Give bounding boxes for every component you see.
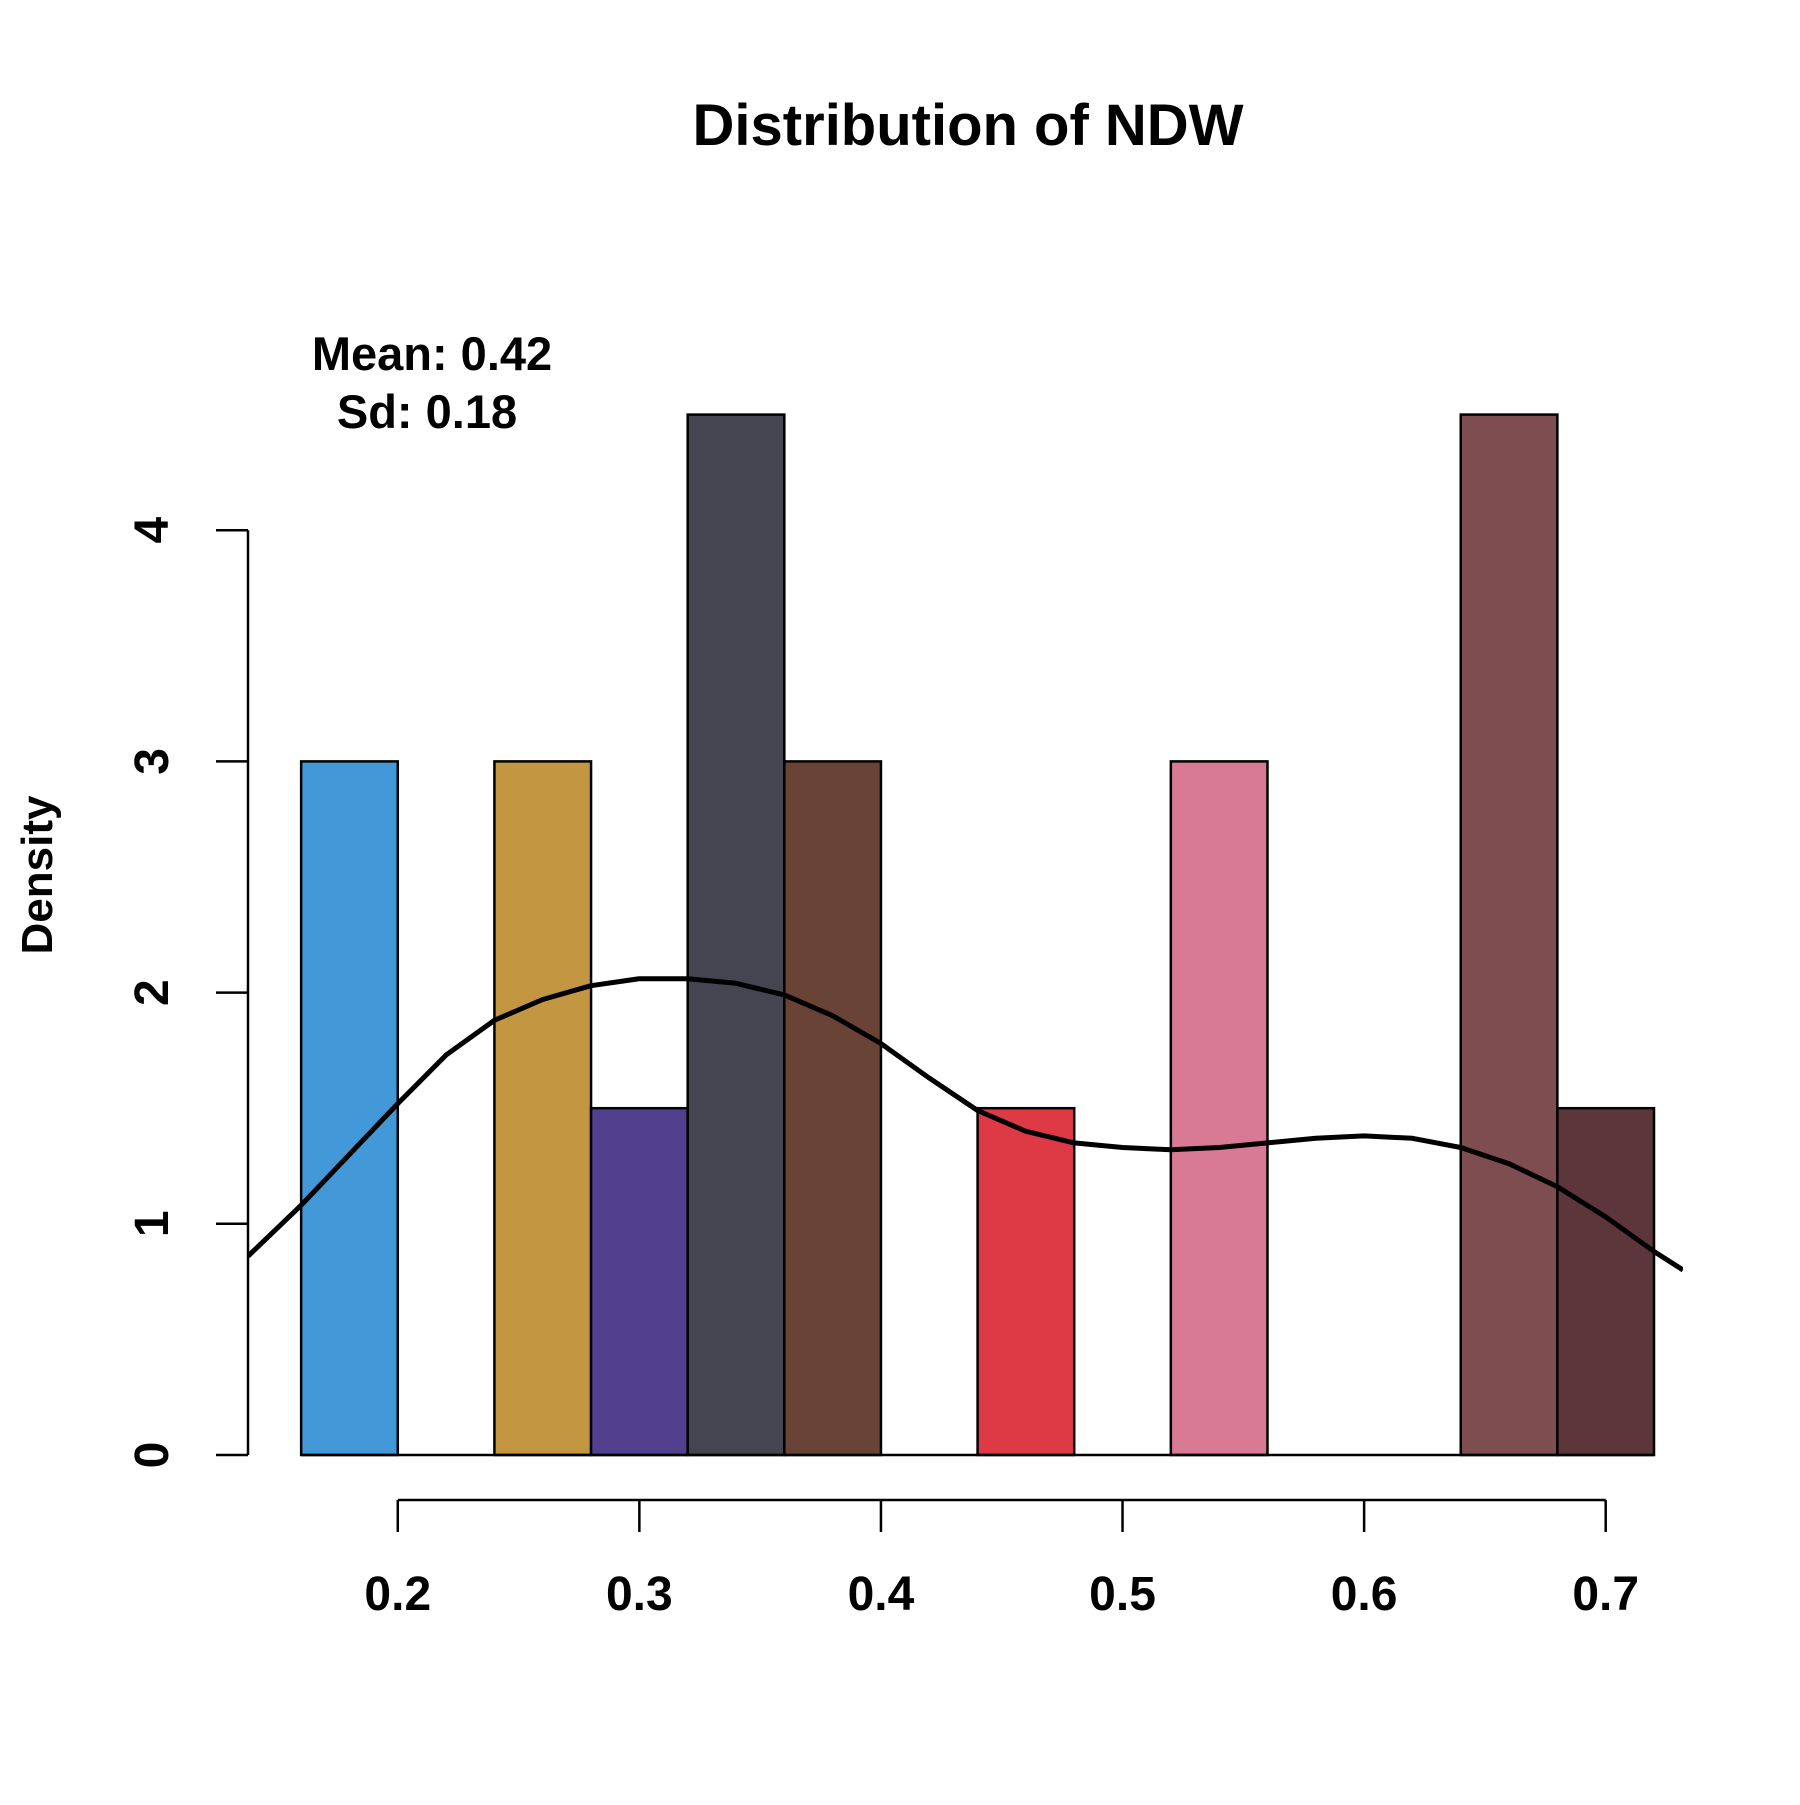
histogram-bar-1 (493, 760, 593, 1457)
histogram-bar-4 (783, 760, 883, 1457)
x-axis: 0.2 0.3 0.4 0.5 0.6 0.7 (364, 1498, 1639, 1621)
x-tick-label-1: 0.3 (606, 1568, 673, 1621)
y-tick-label-3: 3 (126, 748, 179, 775)
x-tick-label-4: 0.6 (1331, 1568, 1398, 1621)
histogram-bar-6 (1169, 760, 1269, 1457)
y-tick-label-0: 0 (126, 1442, 179, 1469)
density-curve (248, 976, 1683, 1273)
bars-layer (299, 413, 1656, 1457)
x-tick-label-2: 0.4 (848, 1568, 915, 1621)
x-tick-label-5: 0.7 (1572, 1568, 1639, 1621)
y-axis-label: Density (13, 795, 62, 954)
histogram-bar-0 (299, 760, 400, 1457)
histogram-bar-8 (1556, 1106, 1656, 1457)
y-tick-label-2: 2 (126, 979, 179, 1006)
histogram-bar-3 (686, 413, 786, 1457)
histogram-bar-5 (976, 1106, 1076, 1457)
histogram-bar-7 (1459, 413, 1559, 1457)
x-tick-label-3: 0.5 (1089, 1568, 1156, 1621)
mean-annotation: Mean: 0.42 (312, 327, 552, 380)
sd-annotation: Sd: 0.18 (337, 385, 517, 438)
histogram-bar-2 (589, 1106, 689, 1457)
density-curve-layer (248, 976, 1683, 1273)
y-axis: 0 1 2 3 4 (126, 517, 250, 1469)
y-tick-label-4: 4 (126, 517, 179, 544)
chart-title: Distribution of NDW (693, 93, 1244, 158)
y-tick-label-1: 1 (126, 1210, 179, 1237)
x-tick-label-0: 0.2 (364, 1568, 431, 1621)
